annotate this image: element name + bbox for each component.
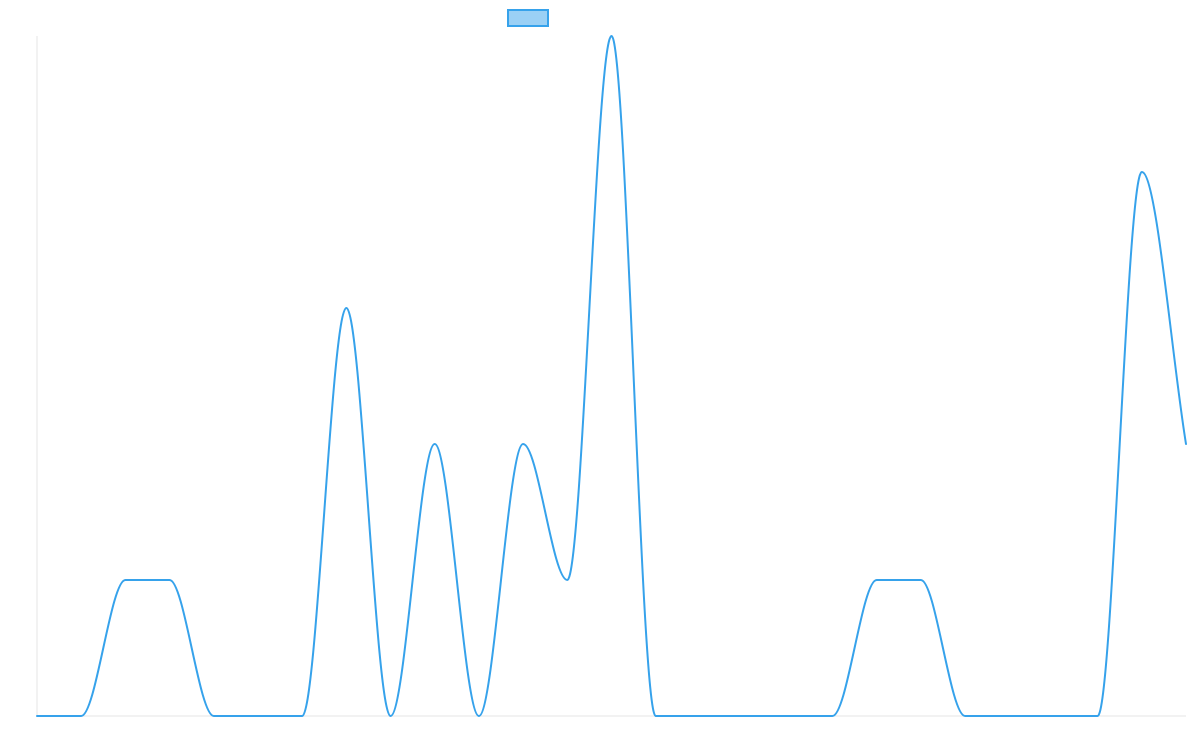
plot-area	[36, 35, 1187, 717]
legend-swatch-0[interactable]	[507, 9, 549, 27]
legend[interactable]	[507, 9, 549, 27]
axes	[36, 36, 1186, 717]
series-line-0[interactable]	[36, 35, 1187, 717]
